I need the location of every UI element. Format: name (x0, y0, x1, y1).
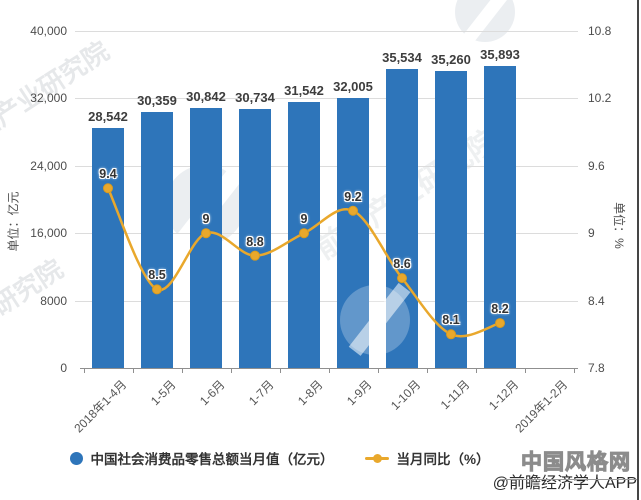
bar-value-label: 35,260 (431, 51, 471, 67)
bar-value-label: 30,359 (137, 93, 177, 109)
line-value-label: 8.5 (148, 268, 166, 283)
legend: 中国社会消费品零售总额当月值（亿元） 当月同比（%） (0, 448, 560, 468)
line-value-label: 8.6 (393, 257, 411, 272)
bar-value-label: 30,734 (235, 90, 275, 106)
line-value-label: 8.2 (491, 302, 509, 317)
x-axis-category-label: 1-8月 (294, 377, 326, 409)
x-axis-tick (181, 368, 183, 373)
bar (92, 127, 124, 368)
line-value-label: 9.2 (344, 189, 362, 204)
x-axis-tick (377, 368, 379, 373)
gridline (75, 98, 578, 100)
gridline (75, 31, 578, 32)
x-axis-category-label: 1-5月 (147, 377, 179, 409)
credit-strike-line (501, 479, 637, 480)
left-axis-title: 单位：亿元 (6, 191, 21, 252)
credit-watermark: @前瞻经济学人APP (492, 475, 637, 492)
legend-label: 当月同比（%） (396, 452, 490, 467)
x-axis-tick (230, 368, 232, 373)
x-axis-category-label: 1-12月 (485, 377, 522, 413)
left-axis-tick-label: 16,000 (30, 226, 67, 241)
bar (288, 102, 320, 368)
bar (337, 98, 369, 368)
right-axis-tick-label: 10.8 (588, 24, 612, 38)
x-axis-category-label: 1-10月 (387, 377, 424, 413)
x-axis-tick (524, 368, 526, 373)
right-axis-title: 单位：% (611, 202, 626, 249)
bar-value-label: 35,893 (480, 46, 520, 62)
x-axis-category-label: 2018年1-4月 (71, 377, 130, 436)
x-axis-category-label: 1-6月 (196, 377, 228, 409)
line-series-marker-icon (365, 453, 390, 463)
bar-value-label: 32,005 (333, 79, 373, 95)
right-axis-tick-label: 9 (588, 226, 595, 241)
x-axis-tick (426, 368, 428, 373)
x-axis-category-label: 1-9月 (343, 377, 375, 409)
bar (484, 65, 516, 368)
bar-value-label: 35,534 (382, 49, 422, 65)
bar (386, 68, 418, 368)
x-axis-tick (475, 368, 477, 373)
line-value-label: 8.1 (442, 313, 460, 328)
legend-label: 中国社会消费品零售总额当月值（亿元） (90, 452, 334, 467)
line-value-label: 9 (202, 212, 210, 227)
x-axis-tick (132, 368, 134, 373)
left-axis-tick-label: 32,000 (30, 91, 67, 106)
bar-value-label: 31,542 (284, 83, 324, 99)
line-value-label: 8.8 (246, 234, 264, 249)
x-axis-tick (328, 368, 330, 373)
right-axis-tick-label: 9.6 (588, 158, 605, 173)
bar (141, 112, 173, 368)
x-axis-category-label: 1-11月 (437, 377, 473, 413)
x-axis-tick (573, 368, 575, 373)
right-axis-tick-label: 10.2 (588, 91, 612, 106)
gridline (75, 165, 578, 167)
x-axis-tick (279, 368, 281, 373)
line-value-label: 9 (300, 212, 308, 227)
left-axis-tick-label: 24,000 (30, 158, 67, 173)
right-axis-tick-label: 8.4 (588, 293, 605, 308)
left-axis-tick-label: 0 (60, 361, 67, 375)
line-value-label: 9.4 (99, 167, 117, 182)
bar-value-label: 30,842 (186, 89, 226, 105)
bar-series-marker-icon (70, 451, 84, 465)
watermark-logo-icon (455, 0, 516, 44)
legend-item-bar-series[interactable]: 中国社会消费品零售总额当月值（亿元） (70, 448, 333, 468)
x-axis-tick (83, 368, 85, 373)
right-axis-tick-label: 7.8 (588, 361, 605, 375)
site-watermark: 中国风格网 (521, 451, 631, 475)
screenshot-right-border (637, 0, 639, 500)
bar-value-label: 28,542 (88, 108, 128, 124)
legend-item-line-series[interactable]: 当月同比（%） (365, 448, 490, 468)
left-axis-tick-label: 40,000 (30, 24, 67, 38)
bar (190, 108, 222, 368)
x-axis-category-label: 1-7月 (245, 377, 277, 409)
left-axis-tick-label: 8000 (40, 293, 67, 308)
